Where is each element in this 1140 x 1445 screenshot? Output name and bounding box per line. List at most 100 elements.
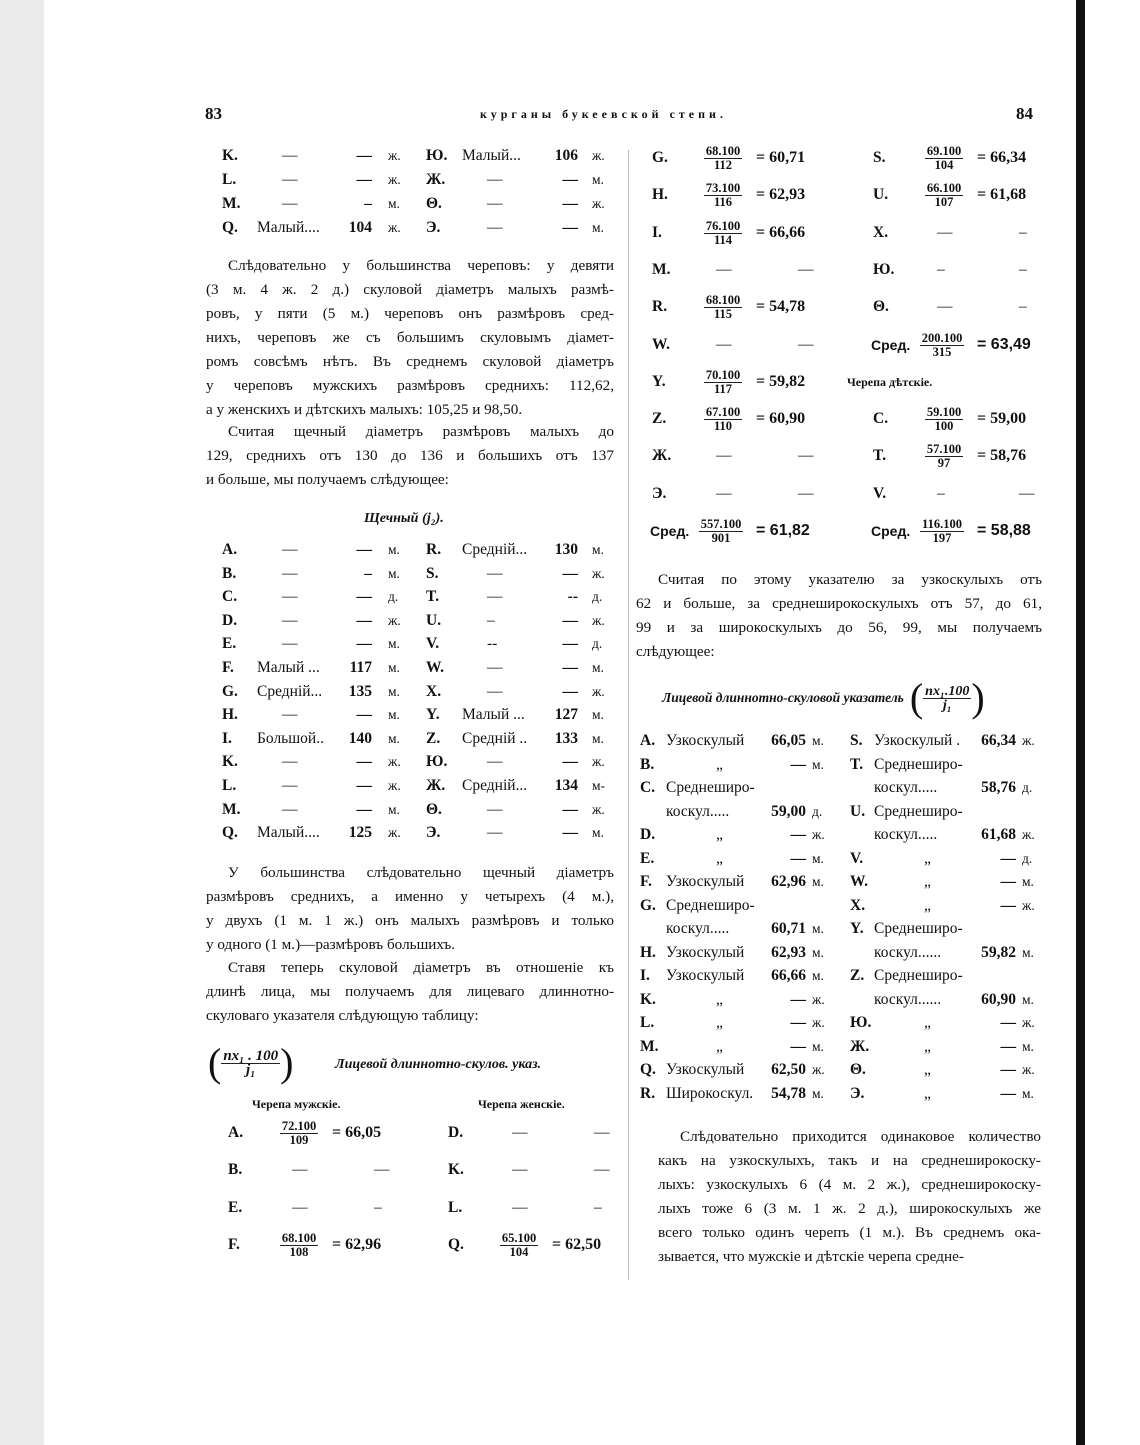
class-word: коскул.....: [666, 920, 730, 937]
class-word: Среднеширо-: [874, 967, 963, 984]
index-value: 54,78: [771, 1084, 806, 1102]
fraction: 66.100 107: [919, 182, 969, 209]
denominator: 197: [932, 531, 952, 545]
dash: —: [292, 1161, 308, 1179]
sex: м.: [592, 825, 604, 841]
text-line: зывается, что мужскіе и дѣтскіе черепа с…: [658, 1248, 964, 1265]
numerator: 73.100: [703, 181, 743, 197]
numerator: 68.100: [703, 293, 743, 309]
sex: ж.: [1022, 897, 1035, 913]
row-letter: H.: [652, 186, 668, 204]
table-row: Сред. 116.100 197 = 58,88: [871, 514, 1093, 548]
table-row: G. 68.100 112 = 60,71: [652, 141, 872, 175]
text-line: Слѣдовательно у большинства череповъ: у …: [228, 257, 614, 274]
sex: м.: [592, 730, 604, 746]
sex: ж.: [388, 754, 401, 770]
sex: ж.: [592, 754, 605, 770]
table-row: E. — –: [228, 1191, 448, 1225]
row-letter: C.: [640, 779, 656, 796]
sex: ж.: [592, 683, 605, 699]
class-word: Среднеширо-: [666, 896, 755, 914]
text-line: нихъ, череповъ же съ большимъ скуловымъ …: [206, 329, 614, 346]
class-word: „: [924, 873, 931, 890]
row-letter: S.: [850, 732, 863, 749]
index-value: 62,50: [771, 1061, 806, 1078]
table-3-row: D. „ — ж. коскул..... 61,68 ж.: [0, 824, 1100, 846]
text-line: всего только одинъ черепъ (1 м.). Въ сре…: [658, 1224, 1041, 1241]
size-word: —: [282, 611, 298, 629]
denominator: 100: [934, 419, 954, 434]
paragraph-5: Считая по этому указателю за узкоскулыхъ…: [636, 568, 1042, 664]
male-heading: Черепа мужскіе.: [252, 1097, 341, 1111]
size-word: —: [282, 777, 298, 794]
class-word: коскул......: [874, 990, 942, 1008]
table-3-row: коскул..... 59,00 д. U. Среднеширо-: [0, 801, 1100, 823]
fraction: 57.100 97: [919, 443, 969, 470]
row-letter: K.: [448, 1161, 464, 1179]
table-row: Ю. – –: [873, 253, 1093, 287]
dash: –: [1019, 223, 1027, 241]
numerator: 200.100: [919, 330, 965, 346]
dash: —: [937, 298, 953, 316]
value: 104: [348, 219, 372, 236]
dash: —: [798, 260, 814, 278]
sex: ж.: [592, 565, 605, 581]
value: —: [356, 777, 373, 794]
row-letter: A.: [228, 1124, 244, 1141]
table-row: K. — —: [448, 1153, 668, 1187]
row-letter: D.: [640, 826, 656, 843]
dash: —: [374, 1161, 390, 1179]
row-letter: Ю.: [873, 260, 895, 278]
text-line: скуловаго указателя слѣдующую таблицу:: [206, 1007, 479, 1024]
numerator: 557.100: [698, 517, 744, 532]
size-word: Средній...: [462, 541, 528, 558]
value: —: [356, 588, 373, 606]
row-letter: Y.: [426, 706, 440, 724]
sex: м.: [1022, 874, 1034, 889]
sex: м.: [1022, 1038, 1034, 1054]
index-value: = 66,05: [332, 1124, 382, 1141]
text-line: ромъ совсѣмъ нѣтъ. Въ среднемъ скуловой …: [206, 353, 614, 370]
denominator: 108: [289, 1244, 309, 1259]
class-word: „: [924, 1037, 931, 1055]
value: —: [562, 195, 579, 212]
row-letter: T.: [426, 588, 440, 606]
table-3-row: F. Узкоскулый 62,96 м. W. „ — м.: [0, 871, 1100, 893]
row-letter: T.: [873, 447, 887, 465]
index-value: —: [1000, 873, 1017, 890]
text-line: и больше, мы получаемъ слѣдующее:: [206, 471, 449, 488]
table-2-row: H. — — м. Y. Малый ... 127 м.: [0, 704, 1100, 726]
denominator: 901: [711, 531, 731, 545]
index-value: = 61,68: [977, 186, 1027, 204]
sex: ж.: [592, 801, 605, 817]
table-2-row: B. — – м. S. — — ж.: [0, 563, 1100, 585]
text-line: лыхъ тоже 6 (3 м. 1 ж. 2 д.), широкоскул…: [658, 1200, 1041, 1217]
value: 130: [554, 541, 578, 558]
table-row: Θ. — –: [873, 290, 1093, 324]
index-value: = 59,82: [756, 372, 806, 390]
text-line: 129, среднихъ отъ 130 до 136 и большихъ …: [206, 447, 614, 464]
sex: м.: [592, 542, 604, 557]
index-value: = 59,00: [977, 410, 1027, 428]
size-word: —: [487, 195, 503, 212]
index-value: 60,71: [771, 920, 806, 937]
table-2-row: F. Малый ... 117 м. W. — — м.: [0, 657, 1100, 679]
dash: —: [937, 223, 953, 241]
value: —: [356, 800, 373, 818]
table-row: D. — —: [448, 1116, 668, 1150]
class-word: „: [924, 1061, 931, 1078]
denominator: 109: [289, 1133, 309, 1147]
table-2-title: Щечный (j₂).: [364, 510, 444, 527]
dash: —: [716, 335, 732, 353]
row-letter: K.: [640, 990, 656, 1008]
index-value: = 62,96: [332, 1235, 382, 1253]
sex: д.: [592, 636, 603, 652]
table-2-title-symbol: (j₂).: [422, 511, 444, 526]
index-value: 62,93: [771, 943, 806, 961]
row-letter: G.: [222, 682, 238, 700]
class-word: „: [924, 896, 931, 914]
index-value: —: [790, 849, 807, 867]
row-letter: M.: [652, 260, 671, 278]
value: —: [356, 635, 373, 653]
numerator: 116.100: [920, 517, 964, 532]
